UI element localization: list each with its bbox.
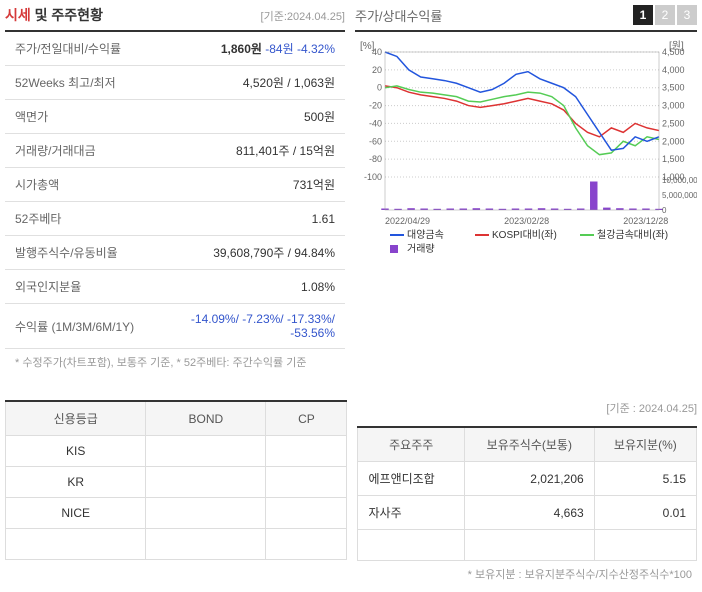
svg-text:-40: -40 [369,118,382,128]
rating-panel: 신용등급 BOND CP KIS KR NICE [5,395,347,587]
svg-text:0: 0 [662,206,667,215]
row-label: 거래량/거래대금 [5,134,158,168]
tab-2[interactable]: 2 [655,5,675,25]
chart-title: 주가/상대수익률 [355,6,442,25]
stock-footnote: * 수정주가(차트포함), 보통주 기준, * 52주베타: 주간수익률 기준 [5,349,345,375]
title-highlight: 시세 [5,7,31,23]
sh-header: 보유지분(%) [594,427,696,462]
row-label: 시가총액 [5,168,158,202]
sh-cell [594,530,696,561]
reference-date: [기준:2024.04.25] [261,8,345,24]
rating-cell: NICE [6,498,146,529]
rating-header: 신용등급 [6,401,146,436]
row-label: 수익률 (1M/3M/6M/1Y) [5,304,158,349]
rating-cell [266,436,347,467]
row-value: 811,401주 / 15억원 [158,134,345,168]
row-label: 발행주식수/유동비율 [5,236,158,270]
rating-table: 신용등급 BOND CP KIS KR NICE [5,400,347,560]
sh-cell: 0.01 [594,496,696,530]
svg-text:2022/04/29: 2022/04/29 [385,216,430,226]
chart-panel: 주가/상대수익률 1 2 3 [%][원]40200-20-40-60-80-1… [355,5,697,375]
svg-text:KOSPI대비(좌): KOSPI대비(좌) [492,229,557,241]
rating-cell [146,436,266,467]
svg-text:2023/02/28: 2023/02/28 [504,216,549,226]
row-value: 731억원 [158,168,345,202]
sh-cell: 5.15 [594,462,696,496]
row-label: 주가/전일대비/수익률 [5,32,158,66]
sh-cell: 4,663 [464,496,594,530]
svg-text:4,500: 4,500 [662,47,685,57]
returns-value: -14.09%/ -7.23%/ -17.33%/ -53.56% [191,312,335,340]
svg-text:40: 40 [372,47,382,57]
svg-text:2,500: 2,500 [662,118,685,128]
chart-container: [%][원]40200-20-40-60-80-1004,5004,0003,5… [355,37,697,297]
sh-cell: 자사주 [358,496,464,530]
svg-text:-60: -60 [369,136,382,146]
rating-cell [146,498,266,529]
row-value: 39,608,790주 / 94.84% [158,236,345,270]
section-title: 시세 및 주주현황 [5,5,103,25]
svg-text:-20: -20 [369,101,382,111]
stock-info-table: 주가/전일대비/수익률 1,860원 -84원 -4.32% 52Weeks 최… [5,32,345,349]
row-label: 52Weeks 최고/최저 [5,66,158,100]
svg-text:3,000: 3,000 [662,101,685,111]
section-header: 시세 및 주주현황 [기준:2024.04.25] [5,5,345,32]
row-value: 1,860원 -84원 -4.32% [158,32,345,66]
rating-cell [266,529,347,560]
shareholder-date: [기준 : 2024.04.25] [357,395,697,421]
row-value: -14.09%/ -7.23%/ -17.33%/ -53.56% [158,304,345,349]
chart-svg: [%][원]40200-20-40-60-80-1004,5004,0003,5… [355,37,697,297]
svg-text:0: 0 [377,83,382,93]
rating-cell [266,467,347,498]
svg-text:3,500: 3,500 [662,83,685,93]
rating-cell [146,467,266,498]
stock-info-panel: 시세 및 주주현황 [기준:2024.04.25] 주가/전일대비/수익률 1,… [5,5,345,375]
price-change: -84원 [262,42,294,56]
row-value: 1.61 [158,202,345,236]
svg-text:거래량: 거래량 [407,243,435,255]
sh-cell: 2,021,206 [464,462,594,496]
svg-text:철강금속대비(좌): 철강금속대비(좌) [597,229,668,241]
svg-text:1,500: 1,500 [662,154,685,164]
sh-header: 주요주주 [358,427,464,462]
chart-tabs: 1 2 3 [633,5,697,25]
shareholder-panel: [기준 : 2024.04.25] 주요주주 보유주식수(보통) 보유지분(%)… [357,395,697,587]
rating-cell: KR [6,467,146,498]
rating-header: BOND [146,401,266,436]
svg-text:5,000,000: 5,000,000 [662,191,697,200]
row-value: 1.08% [158,270,345,304]
rating-header: CP [266,401,347,436]
title-rest: 및 주주현황 [31,7,103,23]
row-label: 외국인지분율 [5,270,158,304]
sh-cell: 에프앤디조합 [358,462,464,496]
rating-cell [146,529,266,560]
price-pct: -4.32% [294,42,335,56]
svg-text:4,000: 4,000 [662,65,685,75]
svg-text:-80: -80 [369,154,382,164]
sh-cell [358,530,464,561]
rating-cell [6,529,146,560]
row-value: 500원 [158,100,345,134]
rating-cell [266,498,347,529]
svg-text:2023/12/28: 2023/12/28 [623,216,668,226]
svg-text:2,000: 2,000 [662,136,685,146]
rating-cell: KIS [6,436,146,467]
row-label: 52주베타 [5,202,158,236]
shareholder-table: 주요주주 보유주식수(보통) 보유지분(%) 에프앤디조합 2,021,206 … [357,426,697,561]
row-value: 4,520원 / 1,063원 [158,66,345,100]
price-bold: 1,860원 [221,42,262,56]
svg-text:-100: -100 [364,172,382,182]
svg-text:20: 20 [372,65,382,75]
sh-cell [464,530,594,561]
svg-text:대양금속: 대양금속 [407,229,444,241]
row-label: 액면가 [5,100,158,134]
chart-header: 주가/상대수익률 1 2 3 [355,5,697,32]
shareholder-footnote: * 보유지분 : 보유지분주식수/지수산정주식수*100 [357,561,697,587]
tab-3[interactable]: 3 [677,5,697,25]
tab-1[interactable]: 1 [633,5,653,25]
svg-text:10,000,000: 10,000,000 [662,176,697,185]
sh-header: 보유주식수(보통) [464,427,594,462]
